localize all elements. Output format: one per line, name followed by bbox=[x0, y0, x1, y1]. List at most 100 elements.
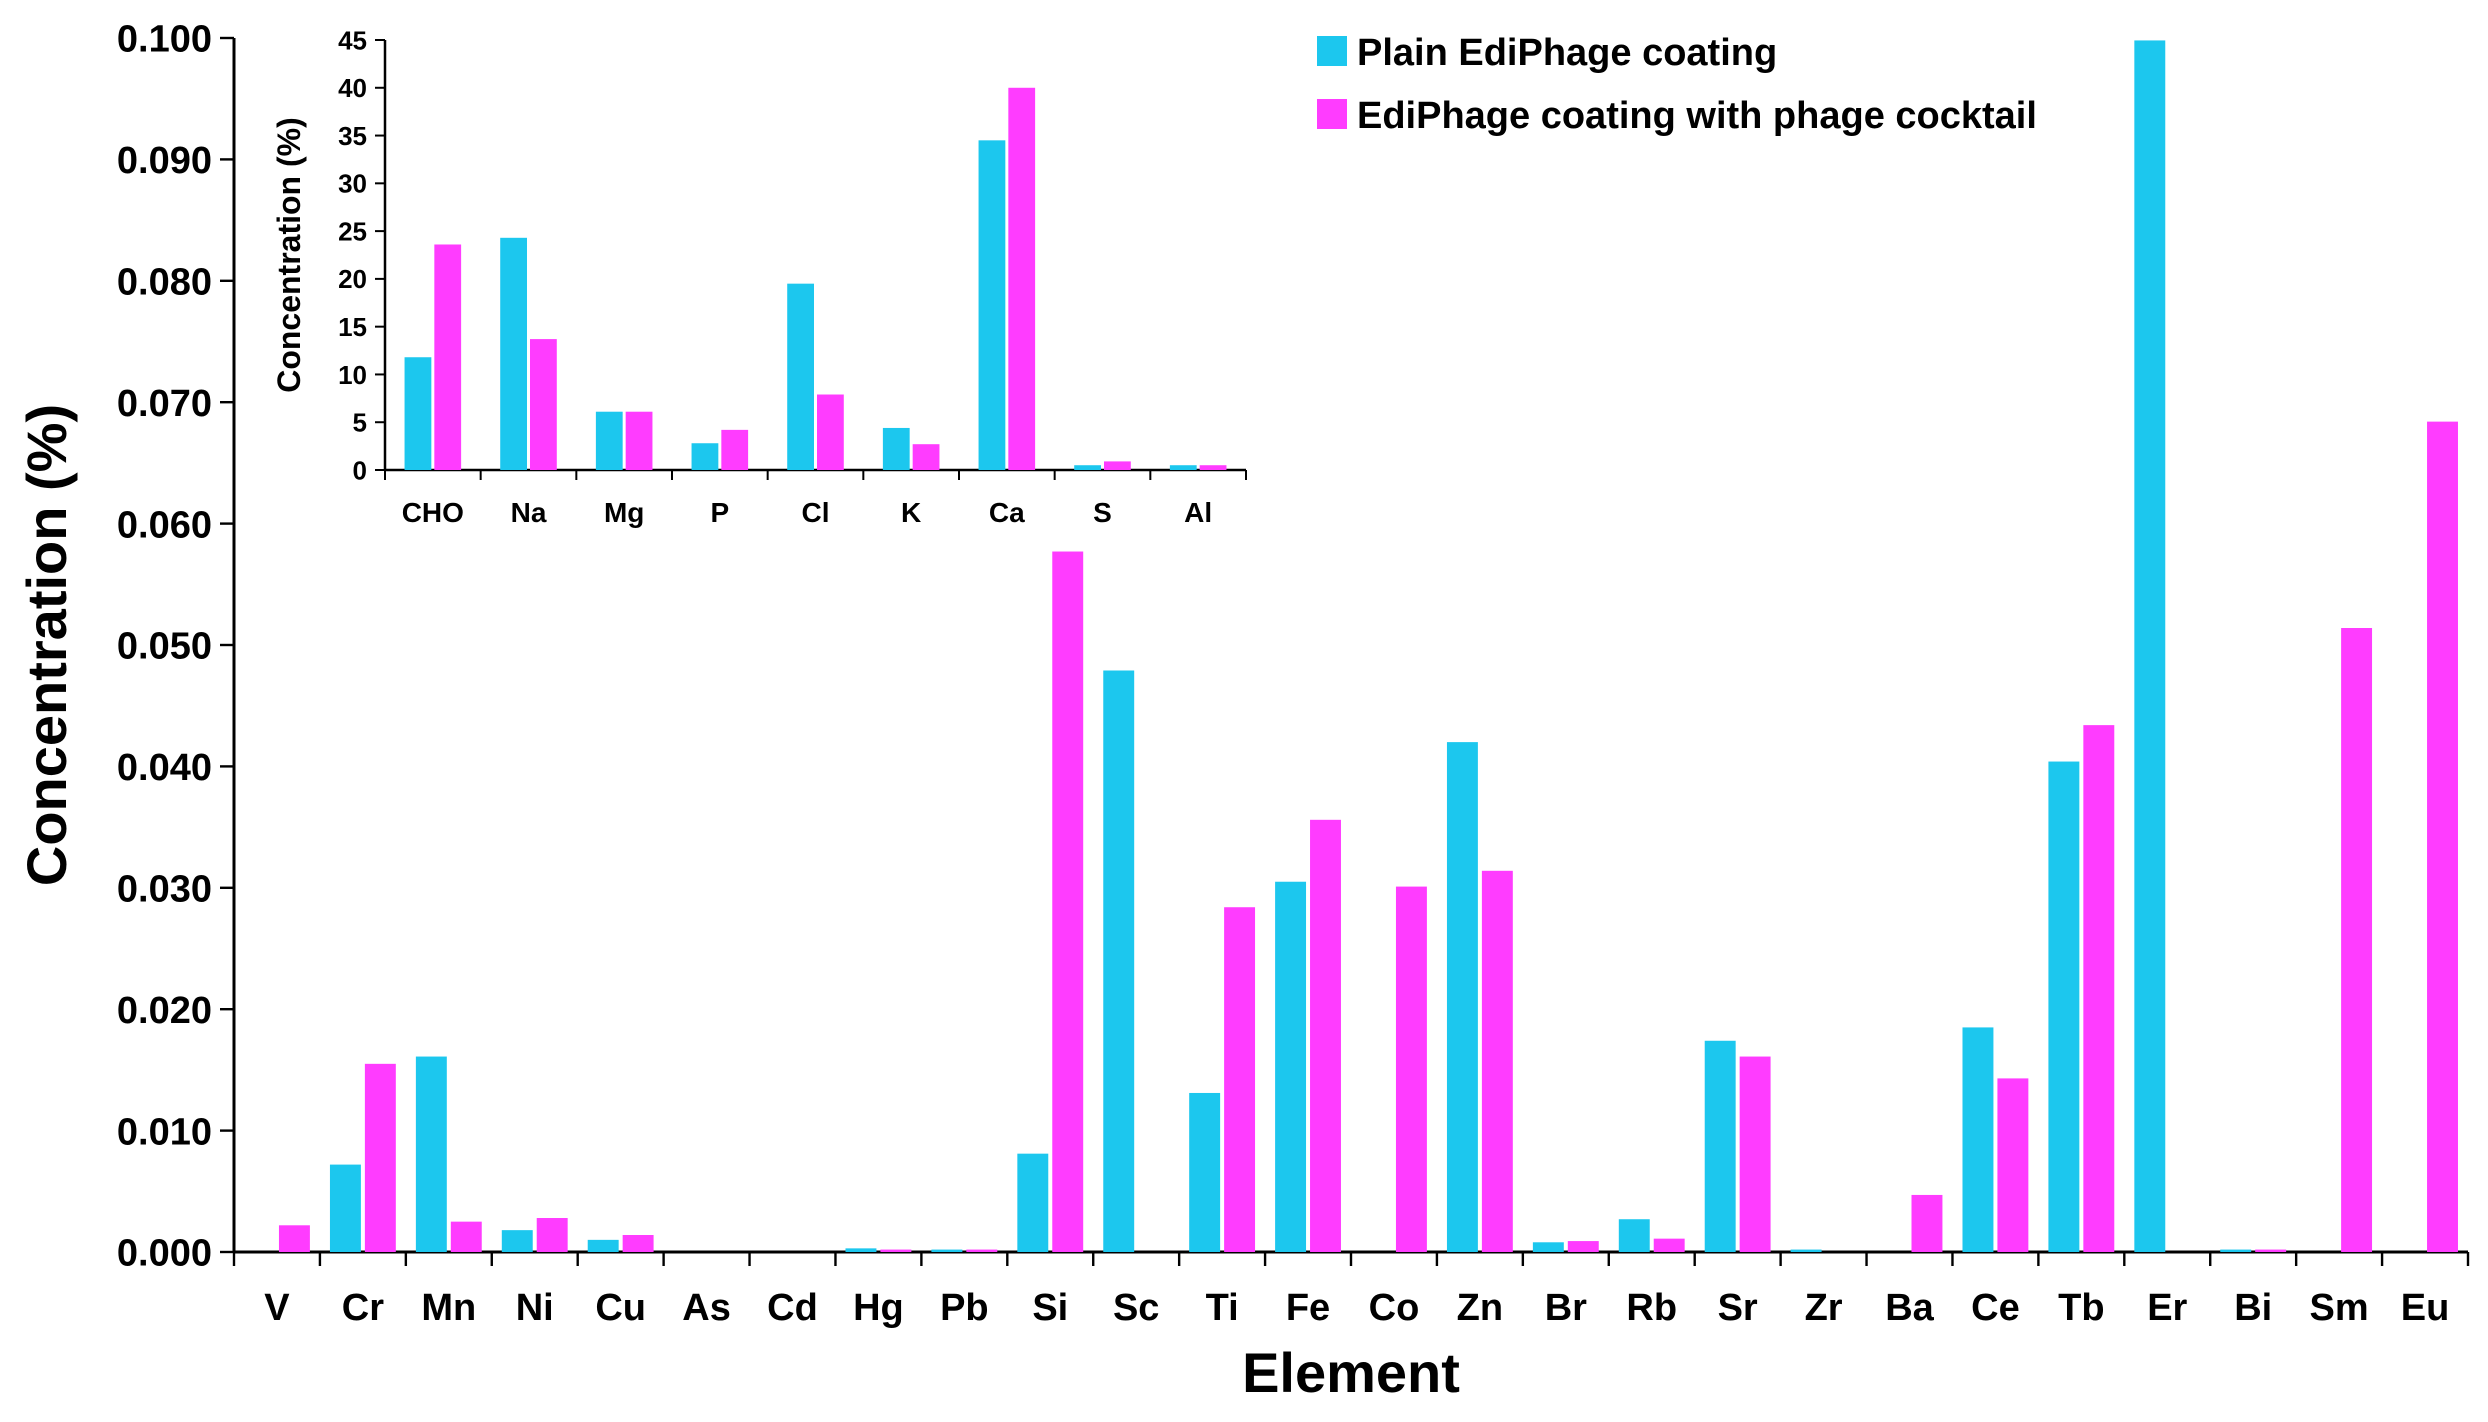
inset-x-tick-label: Al bbox=[1184, 497, 1212, 528]
main-bar-plain bbox=[2048, 761, 2080, 1252]
main-y-tick-label: 0.000 bbox=[117, 1233, 212, 1275]
main-bar-cocktail bbox=[364, 1063, 396, 1252]
main-y-tick-label: 0.020 bbox=[117, 990, 212, 1032]
main-bar-plain bbox=[2134, 40, 2166, 1253]
inset-bar-cocktail bbox=[817, 394, 844, 470]
main-bar-cocktail bbox=[1224, 907, 1256, 1252]
main-bar-cocktail bbox=[622, 1235, 654, 1252]
legend: Plain EdiPhage coating EdiPhage coating w… bbox=[1317, 32, 2037, 137]
main-x-tick-label: Er bbox=[2147, 1287, 2187, 1329]
main-y-tick-label: 0.070 bbox=[117, 383, 212, 425]
main-y-tick-label: 0.010 bbox=[117, 1111, 212, 1153]
inset-bar-cocktail bbox=[1199, 465, 1227, 470]
main-x-tick-label: Br bbox=[1545, 1287, 1587, 1329]
main-x-tick-label: Rb bbox=[1626, 1287, 1677, 1329]
inset-y-tick-label: 45 bbox=[338, 25, 367, 55]
main-bar-plain bbox=[1103, 670, 1135, 1252]
inset-y-tick-label: 20 bbox=[338, 264, 367, 294]
main-bar-plain bbox=[1275, 881, 1307, 1252]
main-x-tick-label: Bi bbox=[2234, 1287, 2272, 1329]
inset-x-tick-label: Ca bbox=[989, 497, 1025, 528]
main-bar-cocktail bbox=[2255, 1249, 2287, 1252]
inset-bar-chart: 0 5 10 15 20 25 30 35 40 45 CHO Na Mg P Cl K Ca S Al Concen… bbox=[271, 25, 1247, 528]
main-x-tick-label: Zn bbox=[1457, 1287, 1503, 1329]
main-bar-cocktail bbox=[1567, 1241, 1599, 1252]
main-bar-cocktail bbox=[450, 1221, 482, 1252]
main-bar-cocktail bbox=[966, 1249, 998, 1252]
inset-bar-cocktail bbox=[625, 411, 653, 470]
inset-y-tick-label: 40 bbox=[338, 73, 367, 103]
main-bar-plain bbox=[1962, 1027, 1994, 1252]
inset-bar-plain bbox=[691, 443, 719, 470]
inset-y-tick-label: 10 bbox=[338, 360, 367, 390]
main-x-tick-label: Zr bbox=[1805, 1287, 1843, 1329]
main-x-tick-label: Ce bbox=[1971, 1287, 2020, 1329]
inset-x-tick-label: P bbox=[710, 497, 729, 528]
main-bar-cocktail bbox=[1395, 886, 1427, 1252]
inset-bar-plain bbox=[978, 140, 1006, 471]
main-bar-cocktail bbox=[1481, 870, 1513, 1252]
main-bar-cocktail bbox=[2341, 628, 2373, 1252]
main-bar-plain bbox=[845, 1248, 877, 1252]
inset-bar-cocktail bbox=[1008, 87, 1036, 471]
main-y-tick-label: 0.080 bbox=[117, 261, 212, 303]
main-x-tick-label: Sc bbox=[1113, 1287, 1159, 1329]
main-x-tick-label: Ni bbox=[516, 1287, 554, 1329]
main-bar-plain bbox=[1790, 1249, 1822, 1252]
main-x-tick-label: Sm bbox=[2310, 1287, 2369, 1329]
main-bar-plain bbox=[501, 1230, 533, 1252]
main-bar-cocktail bbox=[880, 1249, 912, 1252]
main-bar-cocktail bbox=[536, 1218, 568, 1252]
main-bar-plain bbox=[1446, 742, 1478, 1252]
inset-bar-plain bbox=[787, 283, 814, 470]
main-x-tick-label: Cu bbox=[595, 1287, 646, 1329]
main-bar-plain bbox=[587, 1239, 619, 1252]
main-y-tick-label: 0.040 bbox=[117, 747, 212, 789]
main-bar-cocktail bbox=[1911, 1194, 1943, 1252]
inset-x-tick-label: Cl bbox=[802, 497, 830, 528]
main-x-tick-label: Fe bbox=[1286, 1287, 1330, 1329]
legend-swatch-plain bbox=[1317, 36, 1347, 66]
main-x-tick-label: Sr bbox=[1718, 1287, 1758, 1329]
inset-bar-cocktail bbox=[721, 429, 749, 470]
main-bar-plain bbox=[2220, 1249, 2252, 1252]
main-bar-plain bbox=[1532, 1242, 1564, 1252]
main-y-axis-title: Concentration (%) bbox=[15, 404, 78, 886]
main-x-tick-label: Si bbox=[1032, 1287, 1068, 1329]
main-bar-plain bbox=[931, 1249, 963, 1252]
main-x-tick-label: Co bbox=[1369, 1287, 1420, 1329]
inset-bar-plain bbox=[595, 411, 623, 470]
inset-bar-plain bbox=[1074, 465, 1101, 470]
inset-x-tick-label: CHO bbox=[402, 497, 464, 528]
inset-x-tick-label: K bbox=[901, 497, 921, 528]
inset-bar-plain bbox=[404, 357, 432, 470]
main-bar-plain bbox=[1017, 1153, 1049, 1252]
main-x-tick-label: Cr bbox=[342, 1287, 384, 1329]
inset-bar-cocktail bbox=[1104, 461, 1131, 470]
main-y-tick-label: 0.100 bbox=[117, 19, 212, 61]
main-x-tick-label: Ba bbox=[1885, 1287, 1934, 1329]
main-y-tick-label: 0.050 bbox=[117, 626, 212, 668]
inset-y-tick-label: 25 bbox=[338, 216, 367, 246]
main-bar-cocktail bbox=[1052, 551, 1084, 1252]
main-x-tick-label: Mn bbox=[421, 1287, 476, 1329]
inset-bar-plain bbox=[500, 237, 527, 470]
legend-swatch-cocktail bbox=[1317, 99, 1347, 129]
inset-y-tick-label: 5 bbox=[353, 408, 367, 438]
inset-y-tick-label: 15 bbox=[338, 312, 367, 342]
main-bar-chart: 0.000 0.010 0.020 0.030 0.040 0.050 0.060 0.070… bbox=[15, 19, 2470, 1404]
inset-y-tick-label: 30 bbox=[338, 169, 367, 199]
main-x-tick-label: Eu bbox=[2401, 1287, 2450, 1329]
main-bar-cocktail bbox=[1997, 1078, 2029, 1252]
main-y-tick-label: 0.030 bbox=[117, 868, 212, 910]
main-bar-cocktail bbox=[1653, 1238, 1685, 1252]
legend-label-cocktail: EdiPhage coating with phage cocktail bbox=[1357, 95, 2037, 137]
main-x-tick-label: Hg bbox=[853, 1287, 904, 1329]
main-x-tick-label: As bbox=[682, 1287, 731, 1329]
main-bar-cocktail bbox=[1310, 819, 1341, 1252]
main-bar-plain bbox=[1618, 1219, 1650, 1252]
main-y-tick-label: 0.090 bbox=[117, 140, 212, 182]
legend-label-plain: Plain EdiPhage coating bbox=[1357, 32, 1777, 74]
